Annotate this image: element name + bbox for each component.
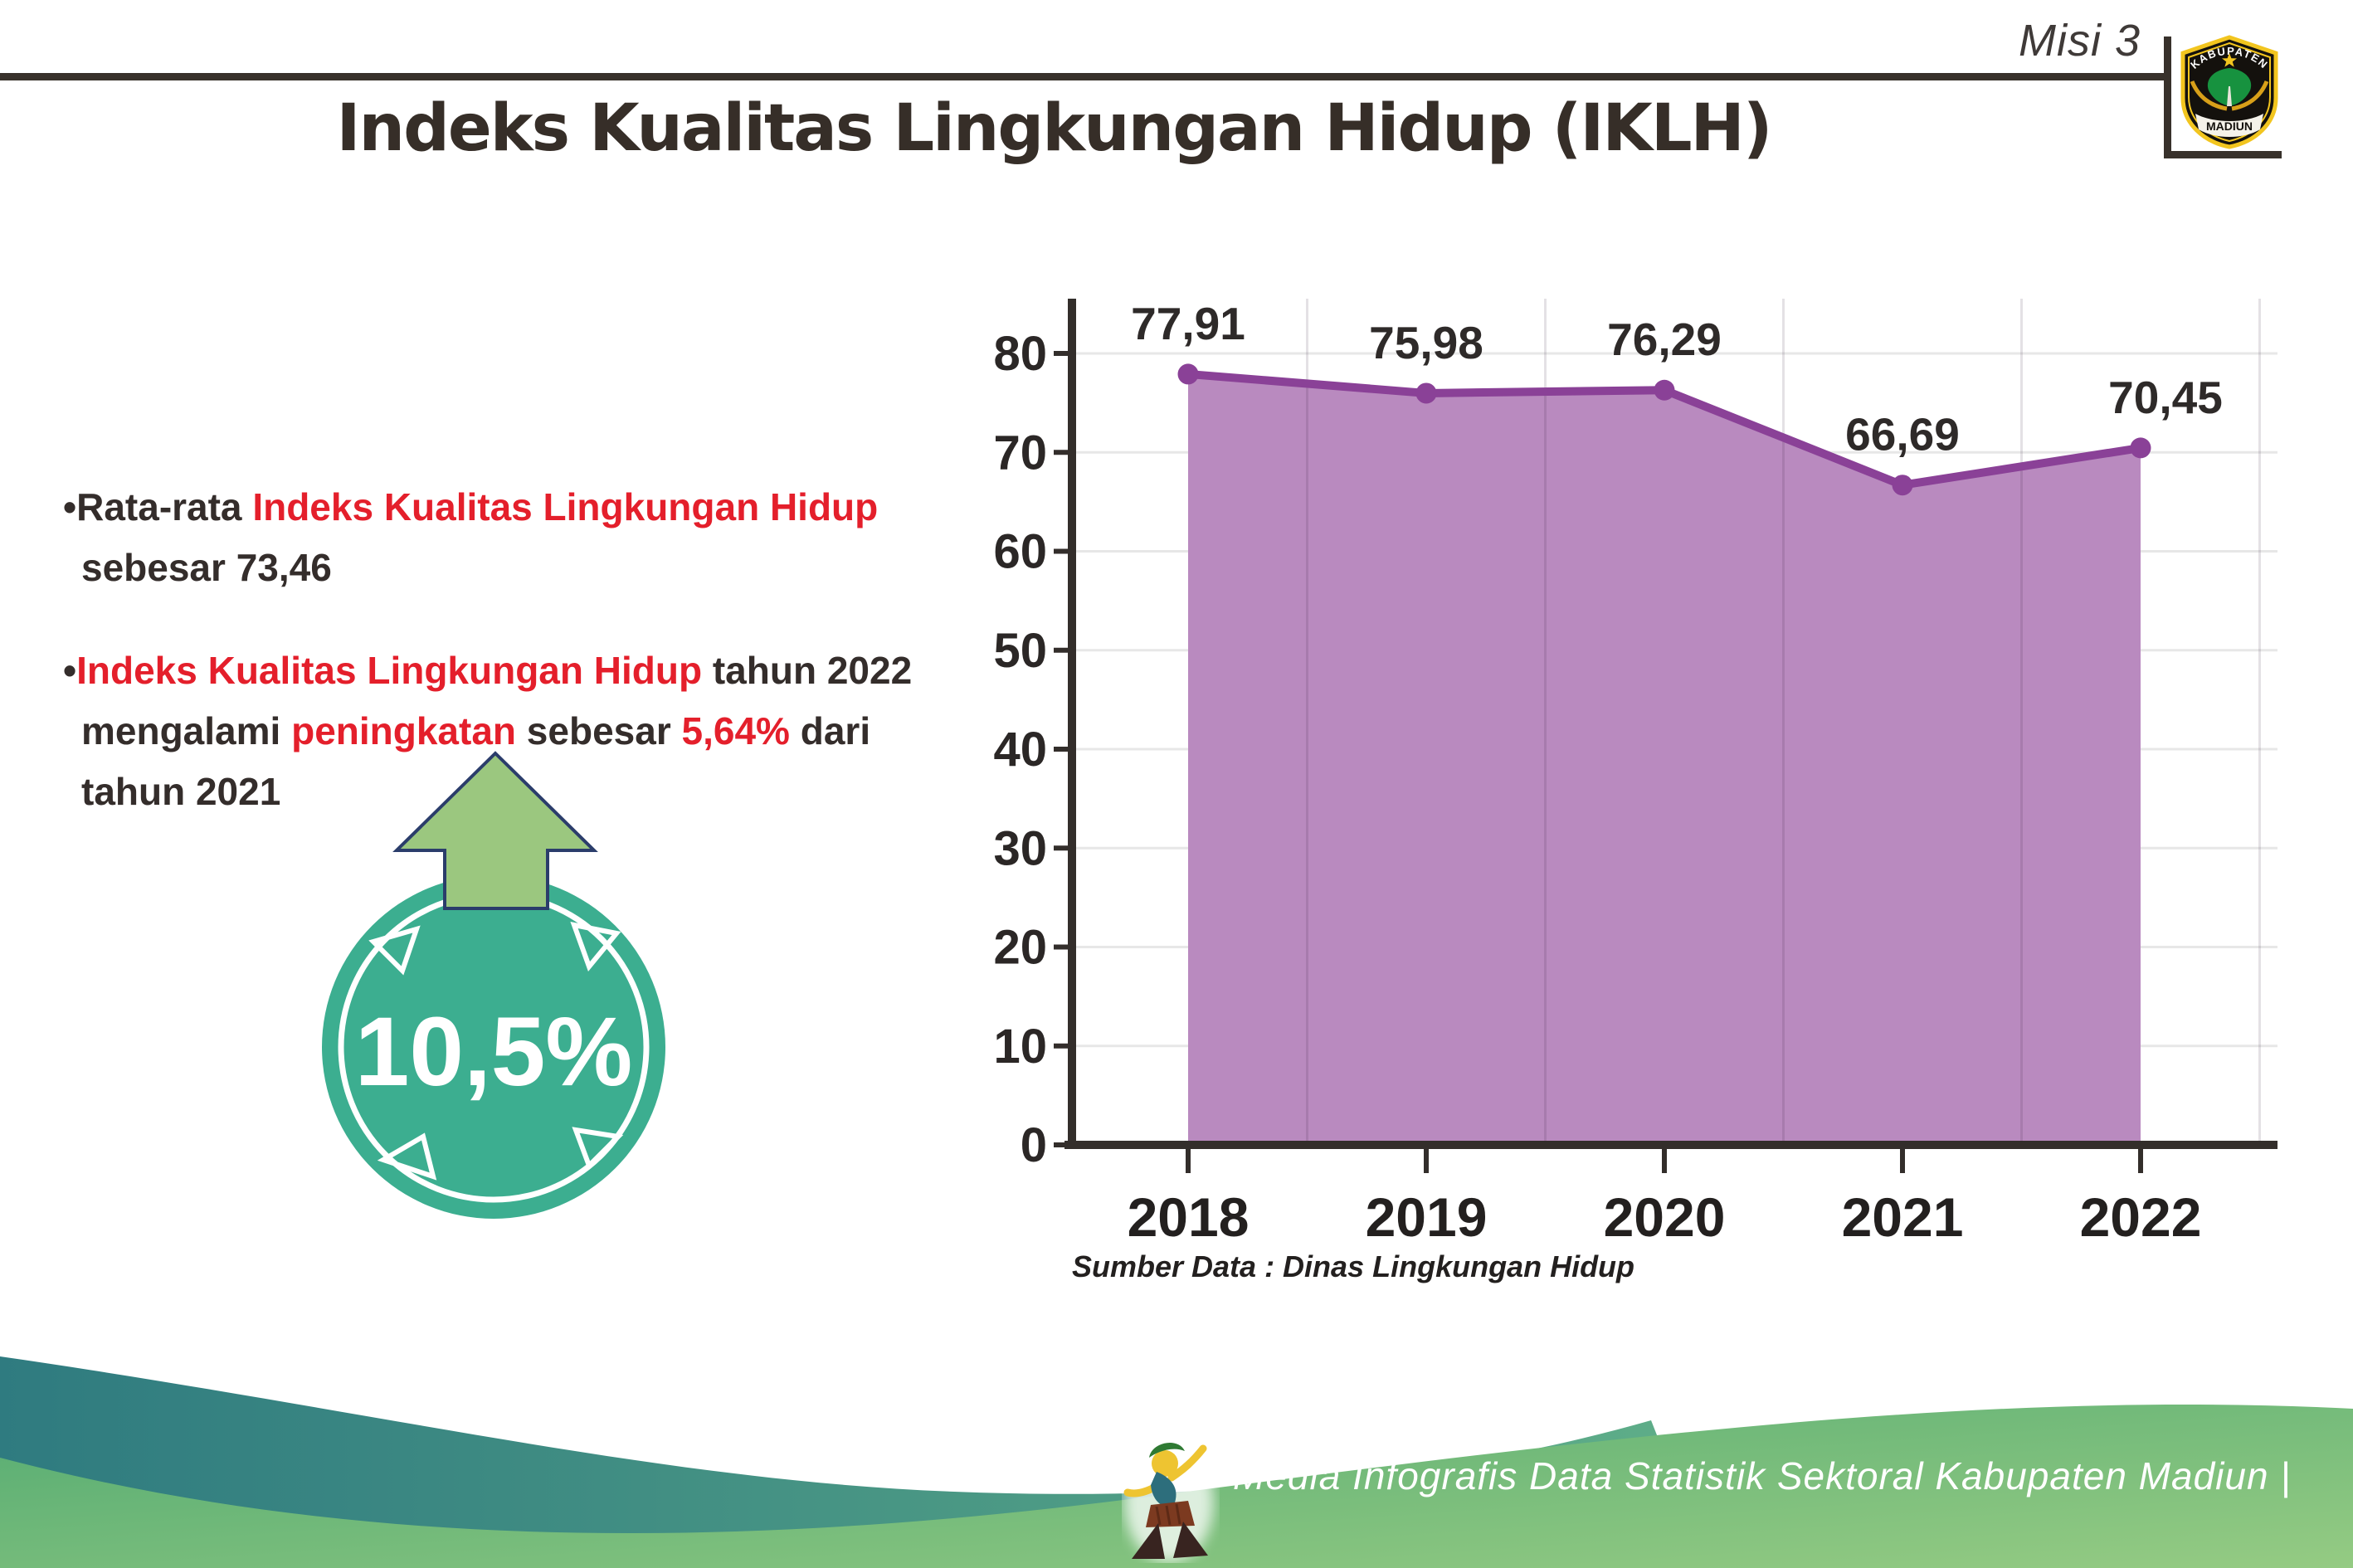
bullet-1-text: Rata-rata — [76, 485, 253, 528]
y-tick-label: 20 — [993, 921, 1047, 975]
area-fill — [1188, 373, 2141, 1146]
mascot-skirt-pattern — [1155, 1503, 1181, 1526]
y-tick-label: 10 — [993, 1020, 1047, 1074]
logo-bottom-text: MADIUN — [2206, 119, 2253, 133]
mascot-arm-right — [1167, 1444, 1207, 1482]
badge-spark-top-right — [570, 922, 621, 971]
mascot-cap — [1149, 1442, 1185, 1458]
logo-wing-left — [2190, 80, 2228, 111]
mascot-leg-left — [1132, 1523, 1165, 1559]
footer-wave-green — [0, 1405, 2353, 1568]
value-label: 75,98 — [1369, 317, 1483, 368]
dancer-mascot-icon — [1123, 1442, 1214, 1562]
value-label: 70,45 — [2108, 372, 2223, 423]
badge-spark-bottom-left — [377, 1132, 437, 1181]
data-point — [2130, 437, 2151, 459]
value-label: 77,91 — [1131, 298, 1245, 349]
data-point — [1415, 382, 1437, 404]
value-label: 76,29 — [1607, 314, 1722, 365]
bullet-1: •Rata-rata Indeks Kualitas Lingkungan Hi… — [63, 477, 951, 597]
logo-ribbon — [2195, 114, 2263, 137]
x-tick-label: 2018 — [1128, 1186, 1250, 1248]
bullet-2: •Indeks Kualitas Lingkungan Hidup tahun … — [63, 640, 951, 821]
increase-badge: 10,5% — [322, 751, 665, 1219]
bullet-marker: • — [63, 485, 77, 528]
logo-shield-inner-trim — [2188, 41, 2271, 143]
bullet-2-highlight-1: Indeks Kualitas Lingkungan Hidup — [76, 649, 703, 693]
bullet-2-highlight-2: peningkatan — [291, 709, 517, 753]
logo-wing-right — [2231, 80, 2269, 111]
kabupaten-madiun-logo: KABUPATEN MADIUN — [2180, 35, 2278, 149]
x-tick-label: 2022 — [2080, 1186, 2202, 1248]
badge-spark-top-left — [368, 925, 421, 976]
header-rule — [0, 73, 2167, 80]
logo-star-icon — [2222, 53, 2237, 67]
badge-value: 10,5% — [355, 997, 633, 1107]
mascot-leg-right — [1173, 1522, 1208, 1558]
badge-spark-bottom-right — [572, 1127, 624, 1171]
x-tick-label: 2019 — [1366, 1186, 1488, 1248]
mascot-head — [1152, 1450, 1178, 1477]
y-tick-label: 30 — [993, 821, 1047, 875]
up-arrow-icon — [392, 751, 598, 910]
logo-frame-bottom — [2164, 151, 2282, 158]
bullet-marker: • — [63, 649, 77, 693]
chart-source-note: Sumber Data : Dinas Lingkungan Hidup — [1072, 1249, 1635, 1283]
footer-waves — [0, 1356, 2353, 1568]
page-title: Indeks Kualitas Lingkungan Hidup (IKLH) — [336, 91, 1773, 166]
bullet-2-highlight-3: 5,64% — [681, 709, 790, 753]
mascot-sash — [1151, 1472, 1176, 1507]
data-point — [1892, 475, 1913, 496]
y-tick-label: 80 — [993, 327, 1047, 381]
footer-credit: Media Infografis Data Statistik Sektoral… — [1233, 1454, 2292, 1497]
x-tick-label: 2020 — [1604, 1186, 1726, 1248]
bullet-2-text-3: dari tahun 2021 — [81, 709, 871, 813]
bullet-1-text-2: sebesar 73,46 — [81, 545, 332, 589]
iklh-area-chart: 0 10 20 30 40 50 60 70 80 2018 2019 2020 2021 2022 77,… — [993, 298, 2277, 1248]
summary-bullets: •Rata-rata Indeks Kualitas Lingkungan Hi… — [63, 477, 951, 864]
x-tick-label: 2021 — [1842, 1186, 1964, 1248]
bullet-2-text-1: tahun 2022 mengalami — [81, 649, 913, 753]
data-point — [1177, 363, 1199, 385]
y-tick-label: 0 — [1021, 1118, 1047, 1172]
logo-frame-vertical — [2164, 37, 2171, 158]
bullet-2-text-2: sebesar — [516, 709, 682, 753]
value-label: 66,69 — [1845, 409, 1960, 460]
data-point — [1654, 379, 1675, 401]
y-tick-label: 70 — [993, 426, 1047, 480]
y-tick-label: 50 — [993, 624, 1047, 678]
misi-label: Misi 3 — [2018, 16, 2141, 66]
y-tick-label: 60 — [993, 525, 1047, 579]
logo-tree-trunk — [2227, 86, 2232, 106]
y-tick-label: 40 — [993, 723, 1047, 777]
bullet-1-highlight: Indeks Kualitas Lingkungan Hidup — [252, 485, 879, 528]
